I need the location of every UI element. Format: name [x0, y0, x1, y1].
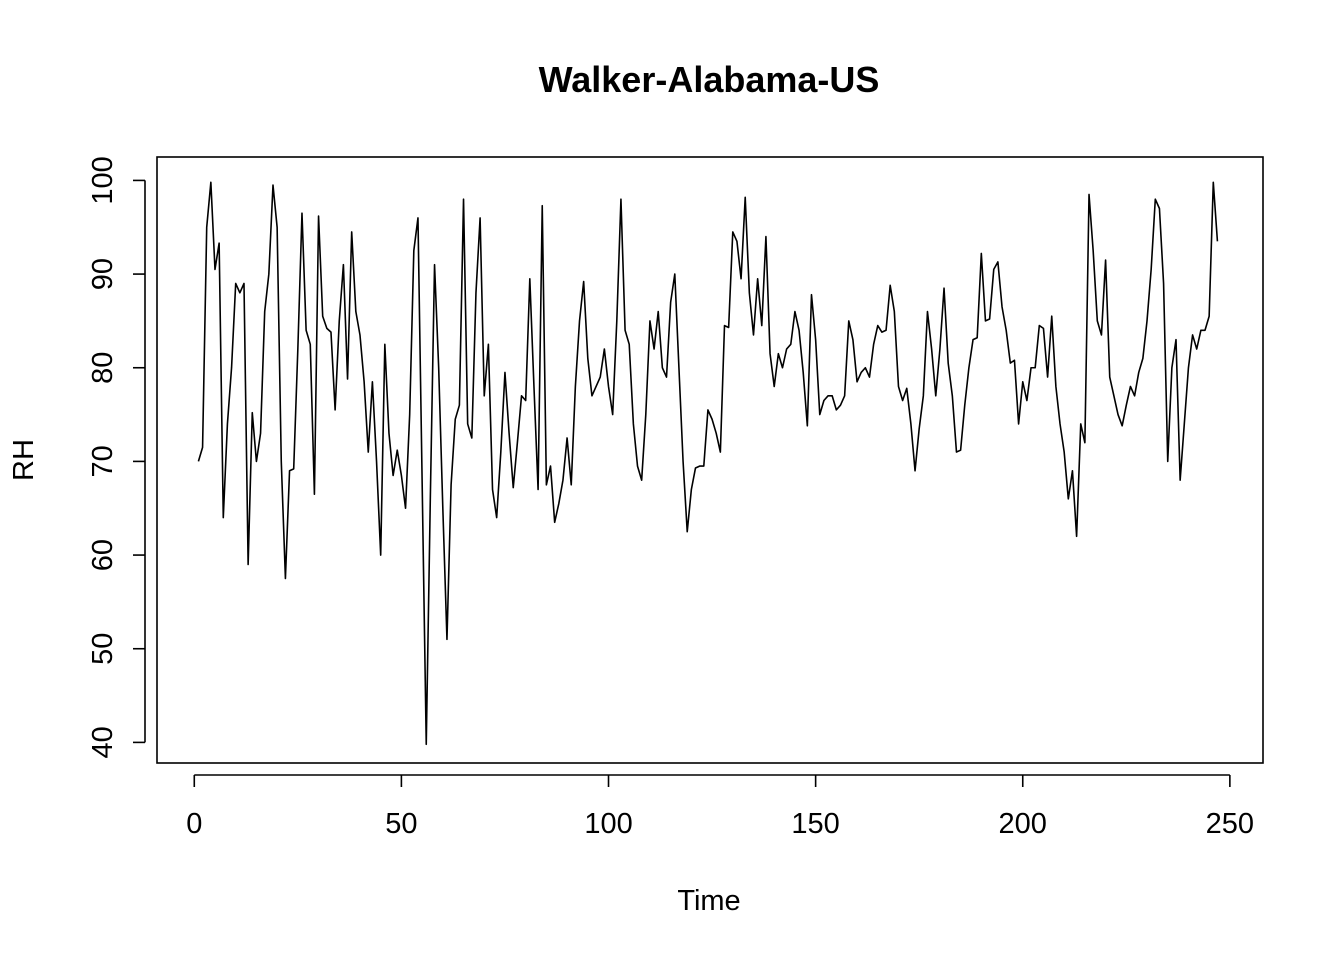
- plot-frame: [156, 156, 1264, 764]
- x-tick-label: 200: [999, 808, 1047, 840]
- x-tick-label: 50: [385, 808, 417, 840]
- y-axis-label: RH: [8, 439, 40, 481]
- y-tick-label: 50: [87, 633, 119, 665]
- y-tick-label: 40: [87, 726, 119, 758]
- chart-title: Walker-Alabama-US: [539, 59, 880, 100]
- x-axis: 0 50 100 150 200 250: [186, 774, 1254, 840]
- y-tick-label: 60: [87, 539, 119, 571]
- y-axis: 40 50 60 70 80 90 100: [87, 156, 146, 759]
- x-tick-label: 150: [791, 808, 839, 840]
- series-line: [197, 181, 1219, 746]
- x-tick-label: 250: [1206, 808, 1254, 840]
- x-tick-label: 0: [186, 808, 202, 840]
- y-tick-label: 100: [87, 156, 119, 204]
- y-tick-label: 80: [87, 352, 119, 384]
- x-axis-label: Time: [677, 885, 740, 917]
- y-tick-label: 70: [87, 445, 119, 477]
- y-tick-label: 90: [87, 258, 119, 290]
- x-tick-label: 100: [584, 808, 632, 840]
